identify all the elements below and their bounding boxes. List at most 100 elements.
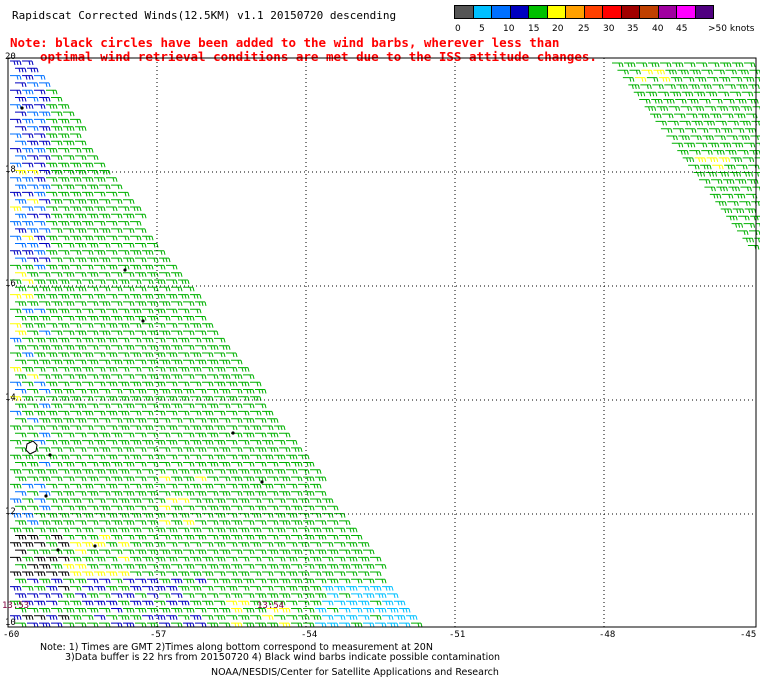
wind-barb bbox=[118, 206, 130, 212]
wind-barb bbox=[39, 491, 51, 496]
wind-barb bbox=[656, 106, 669, 111]
wind-barb bbox=[27, 608, 39, 613]
wind-barb bbox=[207, 403, 219, 409]
wind-barb bbox=[99, 564, 111, 569]
wind-barb bbox=[739, 120, 751, 126]
wind-barb bbox=[118, 367, 130, 372]
wind-barb bbox=[135, 622, 147, 628]
wind-barb bbox=[660, 128, 673, 133]
wind-barb bbox=[171, 564, 183, 569]
wind-barb bbox=[298, 469, 310, 474]
wind-barb bbox=[339, 608, 351, 613]
wind-barb bbox=[142, 542, 154, 547]
wind-barb bbox=[75, 389, 87, 394]
wind-barb bbox=[178, 337, 190, 343]
wind-barb bbox=[58, 235, 70, 241]
wind-barb bbox=[27, 67, 39, 73]
wind-barb bbox=[274, 527, 286, 533]
wind-barb bbox=[154, 264, 166, 270]
wind-barb bbox=[327, 593, 339, 599]
wind-barb bbox=[63, 359, 75, 365]
wind-barb bbox=[118, 221, 130, 226]
wind-barb bbox=[123, 622, 135, 628]
wind-barb bbox=[202, 513, 214, 518]
wind-barb bbox=[713, 150, 725, 155]
wind-barb bbox=[710, 179, 723, 184]
wind-barb bbox=[51, 578, 63, 584]
wind-barb bbox=[111, 564, 123, 569]
wind-barb bbox=[63, 447, 75, 453]
wind-barb bbox=[118, 556, 130, 562]
wind-barb bbox=[135, 491, 147, 496]
wind-barb bbox=[39, 578, 51, 584]
wind-barb bbox=[22, 600, 34, 606]
wind-barb bbox=[118, 615, 130, 620]
wind-barb bbox=[75, 199, 87, 204]
wind-barb bbox=[183, 389, 195, 394]
wind-barb bbox=[298, 483, 310, 489]
wind-barb bbox=[370, 600, 382, 606]
wind-barb bbox=[51, 170, 63, 175]
wind-barb bbox=[729, 172, 742, 177]
wind-barb bbox=[346, 600, 358, 606]
wind-barb bbox=[39, 432, 51, 438]
wind-barb bbox=[27, 243, 39, 248]
wind-barb bbox=[231, 359, 243, 365]
wind-barb bbox=[250, 469, 262, 474]
wind-barb bbox=[238, 600, 250, 606]
wind-barb bbox=[111, 316, 123, 321]
wind-barb bbox=[195, 359, 207, 365]
wind-barb bbox=[46, 586, 58, 591]
wind-barb bbox=[214, 425, 226, 431]
wind-barb bbox=[250, 527, 262, 533]
wind-barb bbox=[118, 469, 130, 474]
wind-barb bbox=[274, 498, 286, 504]
wind-barb bbox=[700, 84, 712, 90]
wind-barb bbox=[34, 425, 46, 431]
wind-barb bbox=[291, 505, 303, 511]
wind-barb bbox=[742, 237, 754, 243]
wind-barb bbox=[135, 462, 147, 467]
wind-barb bbox=[118, 454, 130, 460]
wind-barb bbox=[721, 193, 734, 199]
wind-barb bbox=[690, 135, 702, 141]
wind-barb bbox=[708, 128, 721, 133]
wind-barb bbox=[82, 352, 94, 358]
wind-barb bbox=[166, 615, 178, 620]
wind-barb bbox=[34, 410, 46, 416]
wind-barb bbox=[166, 352, 178, 358]
wind-barb bbox=[243, 432, 255, 438]
wind-barb bbox=[274, 425, 286, 431]
wind-barb bbox=[279, 476, 291, 482]
wind-barb bbox=[147, 476, 159, 482]
wind-barb bbox=[159, 564, 171, 569]
wind-barb bbox=[231, 549, 243, 555]
wind-barb bbox=[99, 403, 111, 409]
wind-barb bbox=[303, 593, 315, 599]
wind-barb bbox=[267, 549, 279, 555]
wind-barb bbox=[10, 615, 22, 620]
wind-barb bbox=[202, 556, 214, 562]
wind-barb bbox=[746, 113, 758, 119]
wind-barb bbox=[63, 462, 75, 467]
wind-barb bbox=[51, 389, 63, 394]
wind-barb bbox=[695, 142, 708, 148]
wind-barb bbox=[22, 410, 34, 416]
wind-barb bbox=[118, 542, 130, 547]
wind-barb bbox=[22, 308, 34, 314]
wind-barb bbox=[142, 352, 154, 358]
wind-barb bbox=[159, 345, 171, 350]
wind-barb bbox=[159, 286, 171, 292]
wind-barb bbox=[411, 622, 423, 628]
wind-barb bbox=[135, 330, 147, 336]
wind-barb bbox=[58, 615, 70, 620]
wind-barb bbox=[87, 374, 99, 380]
wind-barb bbox=[291, 549, 303, 555]
wind-barb bbox=[171, 505, 183, 511]
wind-barb bbox=[671, 142, 684, 148]
wind-barb bbox=[58, 264, 70, 270]
wind-barb bbox=[123, 345, 135, 350]
wind-barb bbox=[130, 513, 142, 518]
wind-barb bbox=[699, 99, 711, 104]
wind-barb bbox=[219, 578, 231, 584]
